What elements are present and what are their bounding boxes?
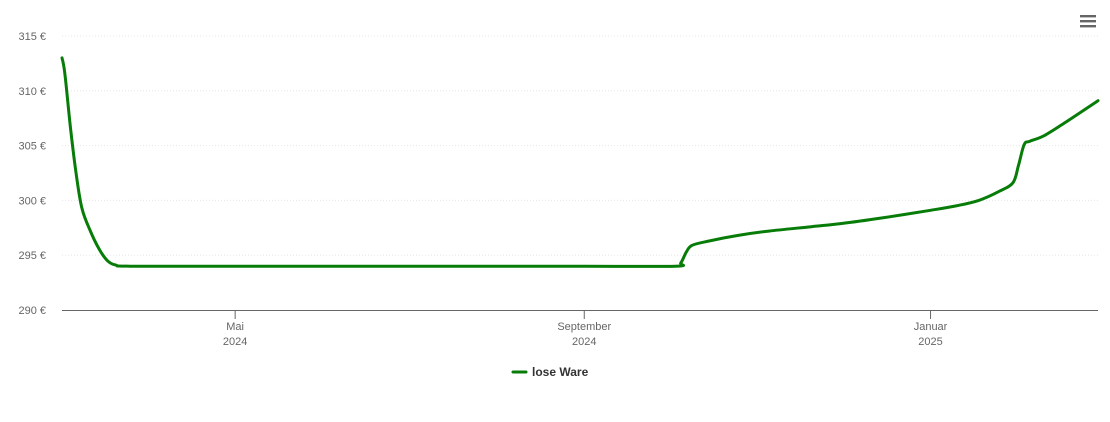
x-tick-month: September bbox=[557, 321, 611, 333]
y-tick-label: 305 € bbox=[18, 141, 46, 153]
series-group bbox=[60, 56, 1100, 268]
y-axis: 290 € 295 € 300 € 305 € 310 € 315 € bbox=[18, 31, 46, 317]
x-axis: Mai 2024 September 2024 Januar 2025 bbox=[62, 310, 1098, 348]
y-tick-label: 315 € bbox=[18, 31, 46, 43]
y-tick-label: 310 € bbox=[18, 86, 46, 98]
legend[interactable]: lose Ware bbox=[511, 365, 589, 379]
y-tick-label: 295 € bbox=[18, 250, 46, 262]
x-tick-month: Januar bbox=[914, 321, 948, 333]
series-line[interactable] bbox=[60, 56, 1100, 268]
x-tick-year: 2024 bbox=[572, 336, 596, 348]
y-tick-label: 300 € bbox=[18, 195, 46, 207]
hamburger-menu-icon[interactable] bbox=[1076, 10, 1100, 32]
legend-label[interactable]: lose Ware bbox=[532, 365, 589, 379]
x-tick-year: 2024 bbox=[223, 336, 247, 348]
x-tick-year: 2025 bbox=[918, 336, 942, 348]
grid-lines bbox=[62, 35, 1098, 256]
x-tick-month: Mai bbox=[226, 321, 244, 333]
y-tick-label: 290 € bbox=[18, 305, 46, 317]
